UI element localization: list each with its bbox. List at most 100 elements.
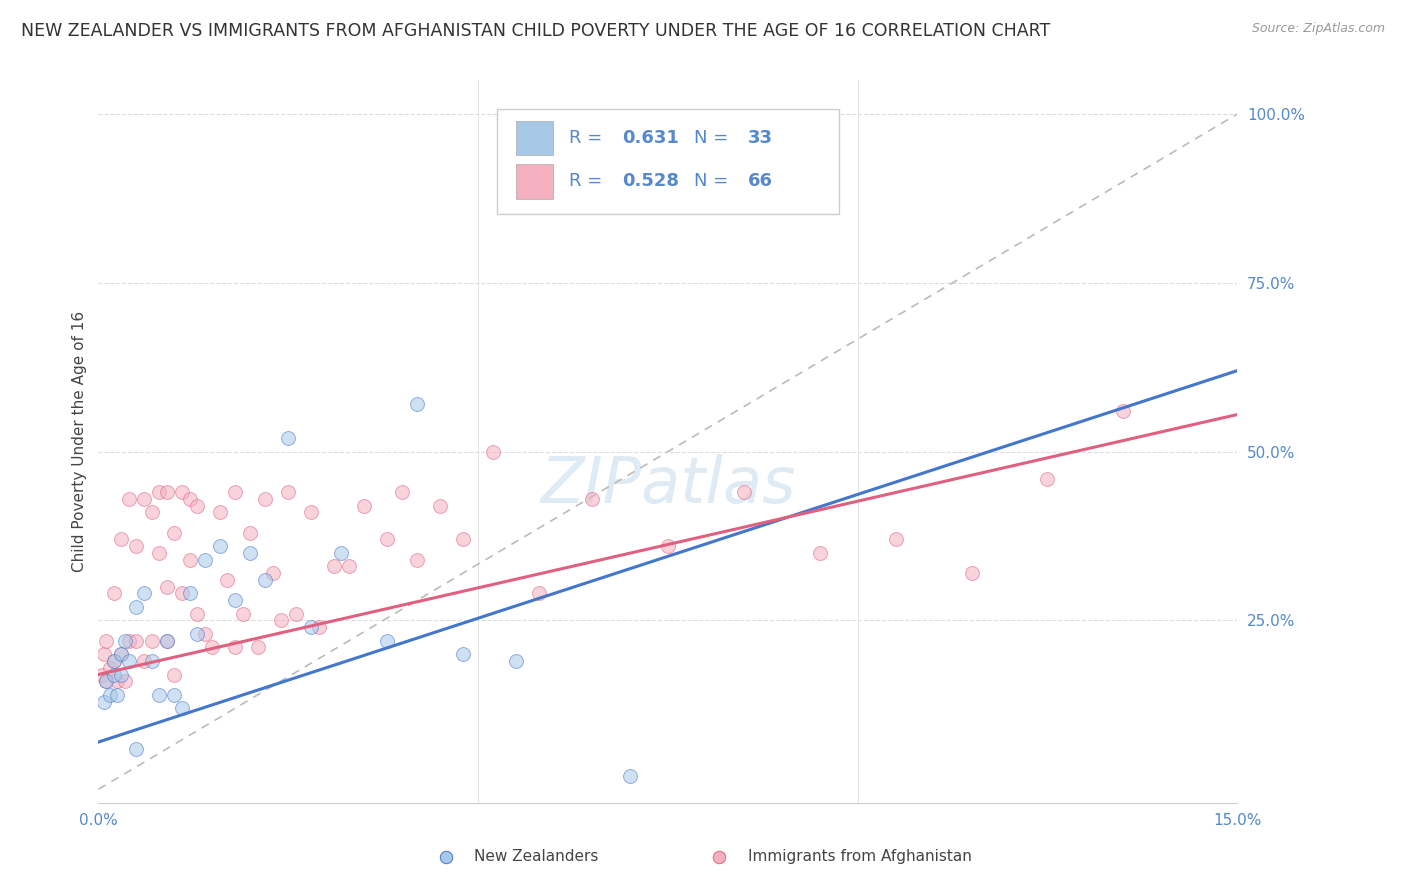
Text: 0.528: 0.528 (623, 172, 679, 190)
Point (107, 674, 129, 689)
Point (194, 552, 217, 566)
Point (156, 633, 179, 648)
Point (1036, 472, 1059, 486)
Point (429, 499, 451, 513)
Point (94, 674, 117, 689)
Point (224, 593, 246, 607)
Text: R =: R = (569, 172, 607, 190)
Point (808, 546, 831, 560)
Point (94, 633, 117, 648)
Point (114, 633, 136, 648)
Point (619, 769, 641, 783)
Point (93, 694, 115, 708)
Point (125, 539, 148, 553)
Point (98, 688, 121, 702)
Point (299, 505, 322, 519)
Point (201, 640, 224, 655)
Point (163, 525, 186, 540)
Point (308, 620, 330, 634)
Text: N =: N = (695, 172, 734, 190)
Point (270, 614, 292, 628)
Point (262, 566, 284, 581)
Point (657, 539, 679, 553)
Point (733, 485, 755, 500)
Text: Source: ZipAtlas.com: Source: ZipAtlas.com (1251, 22, 1385, 36)
Point (98, 661, 121, 675)
Text: ZIPatlas: ZIPatlas (540, 454, 796, 516)
Text: NEW ZEALANDER VS IMMIGRANTS FROM AFGHANISTAN CHILD POVERTY UNDER THE AGE OF 16 C: NEW ZEALANDER VS IMMIGRANTS FROM AFGHANI… (21, 22, 1050, 40)
Text: New Zealanders: New Zealanders (474, 849, 599, 864)
Point (110, 647, 132, 661)
Point (239, 546, 262, 560)
Point (277, 431, 299, 445)
Point (186, 627, 208, 641)
Point (156, 633, 179, 648)
Point (284, 607, 307, 621)
Point (118, 633, 141, 648)
Point (406, 397, 429, 411)
Point (141, 505, 163, 519)
Point (581, 491, 603, 506)
Point (170, 485, 193, 500)
Point (451, 533, 474, 547)
Point (141, 633, 163, 648)
Point (406, 552, 429, 566)
Point (125, 599, 148, 614)
Point (224, 485, 246, 500)
FancyBboxPatch shape (516, 120, 553, 155)
Point (884, 533, 907, 547)
Point (148, 546, 170, 560)
Point (208, 539, 231, 553)
Text: 66: 66 (748, 172, 772, 190)
Point (254, 573, 277, 587)
Point (179, 491, 201, 506)
Point (179, 552, 201, 566)
Point (114, 674, 136, 689)
Point (960, 566, 983, 581)
Point (186, 607, 208, 621)
Text: R =: R = (569, 129, 607, 147)
Point (125, 633, 148, 648)
Point (93, 647, 115, 661)
Point (299, 620, 322, 634)
Point (330, 546, 353, 560)
Point (125, 741, 148, 756)
Point (91, 667, 114, 681)
Point (451, 647, 474, 661)
Point (132, 654, 155, 668)
Point (375, 633, 398, 648)
Point (110, 667, 132, 681)
Point (103, 667, 125, 681)
Point (148, 688, 170, 702)
Point (118, 654, 141, 668)
Point (337, 559, 360, 574)
Point (246, 640, 269, 655)
Point (391, 485, 413, 500)
Point (353, 499, 375, 513)
Text: 0.631: 0.631 (623, 129, 679, 147)
Point (103, 654, 125, 668)
Point (186, 499, 208, 513)
Text: 33: 33 (748, 129, 772, 147)
Point (170, 701, 193, 715)
Point (277, 485, 299, 500)
Point (1112, 404, 1135, 418)
Point (254, 491, 277, 506)
Point (132, 491, 155, 506)
Point (482, 444, 505, 458)
Point (239, 525, 262, 540)
Text: N =: N = (695, 129, 734, 147)
Point (110, 533, 132, 547)
Point (170, 586, 193, 600)
FancyBboxPatch shape (516, 164, 553, 199)
Point (103, 654, 125, 668)
Point (156, 485, 179, 500)
Point (194, 627, 217, 641)
Point (94, 674, 117, 689)
Point (375, 533, 398, 547)
Point (156, 580, 179, 594)
Point (208, 505, 231, 519)
Point (163, 688, 186, 702)
Text: Immigrants from Afghanistan: Immigrants from Afghanistan (748, 849, 972, 864)
Point (132, 586, 155, 600)
